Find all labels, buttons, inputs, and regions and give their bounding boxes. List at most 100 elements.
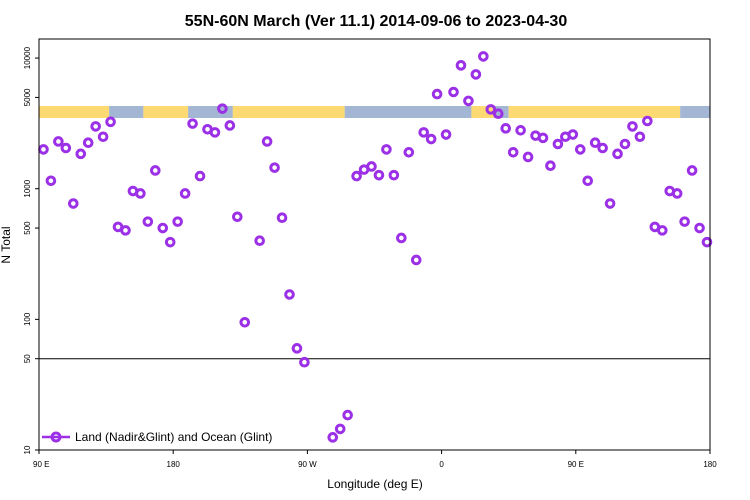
data-point <box>351 170 362 182</box>
y-tick-label: 500 <box>23 221 32 235</box>
x-tick-label: 0 <box>439 460 444 469</box>
data-point <box>537 132 549 144</box>
strip-segment-ocean <box>344 106 472 118</box>
data-point <box>90 121 101 132</box>
y-axis-ticks: 10 50 100 500 1000 5000 10000 <box>23 46 39 454</box>
data-point <box>327 432 339 443</box>
data-point <box>299 356 310 368</box>
data-point <box>142 216 154 227</box>
x-tick-label: 180 <box>703 460 717 469</box>
data-point <box>75 148 87 160</box>
data-point <box>187 118 198 129</box>
chart-title: 55N-60N March (Ver 11.1) 2014-09-06 to 2… <box>185 13 568 30</box>
x-tick-label: 180 <box>167 460 181 469</box>
data-point <box>627 121 638 132</box>
y-tick-label: 1000 <box>23 179 32 197</box>
data-point <box>403 147 415 158</box>
data-point <box>612 148 623 160</box>
data-point <box>545 160 556 172</box>
data-point <box>440 129 452 140</box>
data-point <box>470 69 482 80</box>
y-axis-label: N Total <box>0 226 13 263</box>
data-point <box>120 225 131 236</box>
y-tick-label: 10000 <box>23 46 32 69</box>
data-point <box>269 162 280 173</box>
data-point <box>619 138 631 150</box>
data-point <box>232 211 243 223</box>
legend-marker <box>50 431 62 443</box>
data-point <box>157 222 169 234</box>
data-point <box>164 236 176 248</box>
data-point <box>334 423 346 435</box>
strip-segment-land <box>232 106 345 118</box>
data-point <box>604 198 616 209</box>
data-point <box>60 142 72 154</box>
data-point <box>694 222 705 234</box>
x-tick-label: 90 E <box>33 460 49 469</box>
data-point <box>291 343 303 354</box>
data-point <box>261 136 273 147</box>
data-point <box>254 235 265 247</box>
strip-segment-land <box>508 106 681 118</box>
data-point <box>366 161 377 172</box>
data-point <box>388 169 400 181</box>
data-point <box>217 103 228 114</box>
data-point <box>515 125 526 136</box>
data-point <box>485 104 497 115</box>
data-point <box>656 225 668 236</box>
y-tick-label: 50 <box>23 354 32 363</box>
plot-frame <box>38 38 711 451</box>
data-point <box>671 188 683 199</box>
land-ocean-strip <box>39 106 710 118</box>
strip-segment-land <box>39 106 110 118</box>
y-tick-label: 10 <box>23 445 32 454</box>
data-point <box>574 144 586 155</box>
data-point <box>500 123 512 134</box>
data-point <box>53 136 64 147</box>
legend-label: Land (Nadir&Glint) and Ocean (Glint) <box>75 430 272 444</box>
data-point <box>686 165 698 176</box>
strip-segment-ocean <box>109 106 144 118</box>
data-point <box>105 116 116 128</box>
data-point <box>284 289 295 300</box>
data-point <box>522 151 534 163</box>
data-point <box>172 216 183 227</box>
data-point <box>179 188 191 199</box>
data-point <box>567 129 579 140</box>
data-point <box>701 236 713 248</box>
data-point <box>425 133 437 145</box>
data-point <box>634 131 646 143</box>
data-point <box>552 138 564 150</box>
data-point <box>150 165 161 176</box>
data-points <box>38 51 713 443</box>
data-point <box>396 232 407 244</box>
data-point <box>67 198 79 209</box>
strip-segment-ocean <box>680 106 710 118</box>
y-tick-label: 100 <box>23 312 32 326</box>
data-point <box>224 120 236 131</box>
data-point <box>381 144 392 155</box>
data-point <box>38 144 49 155</box>
strip-segment-land <box>143 106 189 118</box>
x-axis-ticks: 90 E 180 90 W 0 90 E 180 <box>33 450 717 469</box>
data-point <box>82 137 94 149</box>
data-point <box>431 88 443 100</box>
data-point <box>455 60 467 71</box>
data-point <box>239 316 251 328</box>
data-point <box>589 137 601 149</box>
data-point <box>448 86 459 98</box>
data-point <box>209 127 221 138</box>
data-point <box>342 409 353 421</box>
x-axis-label: Longitude (deg E) <box>327 477 422 491</box>
data-point <box>597 142 608 154</box>
x-tick-label: 90 E <box>568 460 584 469</box>
data-point <box>373 169 385 181</box>
data-point <box>582 175 594 187</box>
data-point <box>507 147 519 158</box>
data-point <box>492 108 504 120</box>
x-tick-label: 90 W <box>298 460 317 469</box>
data-point <box>463 95 474 107</box>
data-point <box>45 175 57 187</box>
data-point <box>478 51 489 62</box>
